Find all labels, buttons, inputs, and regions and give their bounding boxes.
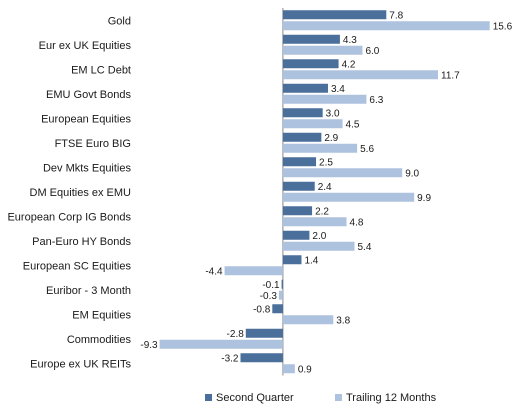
bar-trailing-12-months-gold [282,21,490,31]
category-label-europe-ex-uk-reits: Europe ex UK REITs [30,358,131,370]
bar-second-quarter-em-lc-debt [282,59,339,69]
bar-trailing-12-months-commodities [159,339,283,349]
data-label-trailing-12-months-dev-mkts-equities: 9.0 [405,168,419,179]
bar-second-quarter-em-equities [272,304,283,314]
bar-trailing-12-months-dev-mkts-equities [282,168,403,178]
data-label-trailing-12-months-em-equities: 3.8 [336,315,350,326]
category-label-emu-govt-bonds: EMU Govt Bonds [46,89,131,101]
bar-trailing-12-months-european-sc-equities [224,266,283,276]
data-label-second-quarter-em-equities: -0.8 [253,304,271,315]
bar-trailing-12-months-euribor-3-month [278,290,283,300]
bar-trailing-12-months-em-equities [282,315,334,325]
data-label-second-quarter-eur-ex-uk-equities: 4.3 [343,35,357,46]
bar-trailing-12-months-eur-ex-uk-equities [282,45,363,55]
data-label-trailing-12-months-eur-ex-uk-equities: 6.0 [365,46,379,57]
bar-trailing-12-months-european-equities [282,119,343,129]
bar-second-quarter-european-equities [282,108,323,118]
data-label-second-quarter-european-equities: 3.0 [326,108,340,119]
category-label-commodities: Commodities [67,334,132,346]
data-label-trailing-12-months-em-lc-debt: 11.7 [441,70,460,81]
legend-label-second-quarter: Second Quarter [216,392,294,404]
category-label-european-equities: European Equities [41,113,131,125]
category-label-european-corp-ig-bonds: European Corp IG Bonds [7,211,131,223]
category-label-em-lc-debt: EM LC Debt [71,64,131,76]
data-label-trailing-12-months-ftse-euro-big: 5.6 [360,144,374,155]
bar-second-quarter-pan-euro-hy-bonds [282,230,310,240]
category-labels: Gold Eur ex UK Equities EM LC Debt EMU Govt… [7,15,131,370]
data-label-trailing-12-months-emu-govt-bonds: 6.3 [369,95,383,106]
data-label-second-quarter-dm-equities-ex-emu: 2.4 [318,182,332,193]
bar-second-quarter-euribor-3-month [281,279,283,289]
bar-second-quarter-commodities [245,328,283,338]
bar-second-quarter-dm-equities-ex-emu [282,181,315,191]
bar-trailing-12-months-pan-euro-hy-bonds [282,241,355,251]
data-label-second-quarter-ftse-euro-big: 2.9 [324,133,338,144]
data-label-second-quarter-european-corp-ig-bonds: 2.2 [315,206,329,217]
data-label-second-quarter-commodities: -2.8 [227,329,245,340]
bar-trailing-12-months-emu-govt-bonds [282,94,367,104]
legend-label-trailing-12-months: Trailing 12 Months [346,392,437,404]
category-label-em-equities: EM Equities [72,309,131,321]
data-label-second-quarter-euribor-3-month: -0.1 [262,280,280,291]
category-label-pan-euro-hy-bonds: Pan-Euro HY Bonds [32,236,131,248]
data-label-trailing-12-months-european-sc-equities: -4.4 [205,266,223,277]
data-label-second-quarter-pan-euro-hy-bonds: 2.0 [312,231,326,242]
category-label-ftse-euro-big: FTSE Euro BIG [55,138,131,150]
data-label-second-quarter-dev-mkts-equities: 2.5 [319,157,333,168]
bar-second-quarter-gold [282,10,387,20]
data-label-trailing-12-months-european-corp-ig-bonds: 4.8 [350,217,364,228]
data-label-second-quarter-european-sc-equities: 1.4 [304,255,318,266]
data-label-second-quarter-emu-govt-bonds: 3.4 [331,84,345,95]
legend-swatch-second-quarter [205,394,212,401]
bar-second-quarter-emu-govt-bonds [282,83,328,93]
category-label-european-sc-equities: European SC Equities [23,260,132,272]
bar-trailing-12-months-european-corp-ig-bonds [282,217,347,227]
data-label-trailing-12-months-gold: 15.6 [493,21,513,32]
bar-second-quarter-european-sc-equities [282,255,302,265]
bar-second-quarter-eur-ex-uk-equities [282,34,340,44]
legend: Second Quarter Trailing 12 Months [205,392,437,404]
category-label-dev-mkts-equities: Dev Mkts Equities [43,162,132,174]
data-label-trailing-12-months-dm-equities-ex-emu: 9.9 [417,193,431,204]
data-label-second-quarter-gold: 7.8 [389,10,403,21]
bar-trailing-12-months-europe-ex-uk-reits [282,364,295,374]
category-label-dm-equities-ex-emu: DM Equities ex EMU [30,187,132,199]
data-labels: 7.8 15.6 4.3 6.0 4.2 11.7 3.4 6.3 3.0 4.5 2.9 5.6 2.… [140,10,512,375]
data-label-trailing-12-months-euribor-3-month: -0.3 [260,291,278,302]
bar-trailing-12-months-dm-equities-ex-emu [282,192,415,202]
data-label-second-quarter-em-lc-debt: 4.2 [342,59,356,70]
data-label-trailing-12-months-pan-euro-hy-bonds: 5.4 [357,242,371,253]
category-label-gold: Gold [108,15,131,27]
bars [159,10,490,374]
data-label-trailing-12-months-europe-ex-uk-reits: 0.9 [298,364,312,375]
bar-trailing-12-months-em-lc-debt [282,70,438,80]
bar-trailing-12-months-ftse-euro-big [282,143,358,153]
legend-swatch-trailing-12-months [335,394,342,401]
bar-second-quarter-dev-mkts-equities [282,157,317,167]
bar-second-quarter-ftse-euro-big [282,132,322,142]
bar-second-quarter-european-corp-ig-bonds [282,206,313,216]
category-label-eur-ex-uk-equities: Eur ex UK Equities [39,40,132,52]
data-label-trailing-12-months-european-equities: 4.5 [346,119,360,130]
category-label-euribor-3-month: Euribor - 3 Month [46,285,131,297]
data-label-trailing-12-months-commodities: -9.3 [140,340,158,351]
bar-second-quarter-europe-ex-uk-reits [240,353,283,363]
data-label-second-quarter-europe-ex-uk-reits: -3.2 [221,353,239,364]
